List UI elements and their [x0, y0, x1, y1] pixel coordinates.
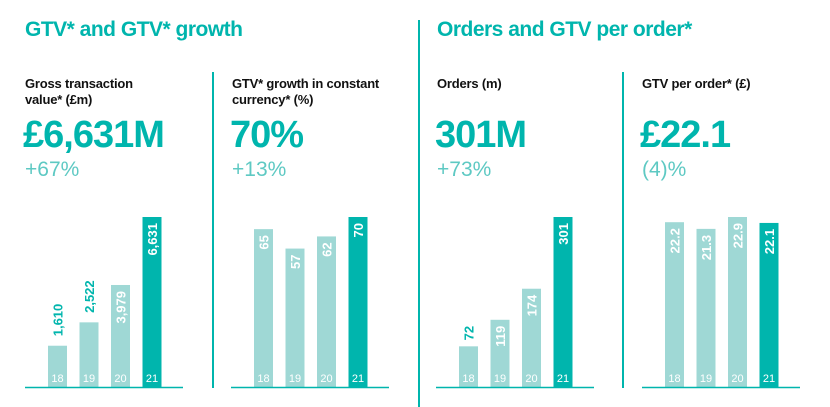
panel-subtitle: Gross transaction value* (£m): [25, 76, 133, 107]
value-label: 2,522: [82, 280, 97, 313]
year-label: 18: [462, 373, 474, 385]
value-label: 174: [525, 294, 540, 316]
panel-value: 70%: [230, 114, 304, 156]
panel-subtitle: Orders (m): [437, 76, 502, 91]
bar: [553, 217, 573, 387]
year-label: 20: [114, 373, 126, 385]
value-label: 21.3: [699, 235, 714, 260]
value-label: 65: [257, 235, 272, 249]
bar: [317, 236, 336, 387]
year-label: 20: [731, 373, 743, 385]
value-label: 72: [462, 326, 477, 340]
year-label: 20: [525, 373, 537, 385]
bar: [348, 217, 368, 387]
year-label: 18: [668, 373, 680, 385]
value-label: 22.2: [668, 228, 683, 253]
bar: [111, 284, 130, 387]
panel-change: (4)%: [642, 158, 687, 181]
value-label: 22.1: [762, 229, 777, 254]
bar: [254, 229, 273, 387]
bar: [285, 248, 305, 387]
value-label: 301: [556, 223, 571, 245]
bar: [48, 345, 67, 387]
year-label: 21: [146, 373, 158, 385]
bar: [142, 217, 162, 387]
value-label: 22.9: [731, 223, 746, 248]
value-label: 119: [493, 326, 508, 347]
bar: [522, 288, 541, 387]
bar: [759, 222, 779, 387]
value-label: 62: [320, 242, 335, 256]
divider: [622, 72, 624, 388]
divider: [212, 72, 214, 388]
year-label: 21: [763, 373, 775, 385]
value-label: 1,610: [51, 304, 66, 337]
bar: [665, 222, 684, 387]
bar-chart-svg: 18 1,610 19 2,522 20 3,979 21 6,631: [25, 217, 183, 389]
bar: [728, 217, 747, 387]
year-label: 19: [494, 373, 506, 385]
year-label: 21: [557, 373, 569, 385]
panel-change: +73%: [437, 158, 492, 181]
panel-subtitle: GTV* growth in constant currency* (%): [232, 76, 380, 107]
year-label: 19: [83, 373, 95, 385]
bar-chart-svg: 18 65 19 57 20 62 21 70: [231, 217, 389, 389]
value-label: 3,979: [114, 291, 129, 324]
gtv-per-order-chart: 18 22.2 19 21.3 20 22.9 21 22.1: [642, 200, 802, 389]
year-label: 19: [289, 373, 301, 385]
bar: [459, 346, 478, 387]
section-title-gtv: GTV* and GTV* growth: [25, 18, 243, 41]
year-label: 19: [700, 373, 712, 385]
gtv-chart: 18 1,610 19 2,522 20 3,979 21 6,631: [25, 200, 185, 389]
divider: [418, 20, 420, 407]
year-label: 21: [352, 373, 364, 385]
panel-value: £22.1: [640, 114, 731, 156]
value-label: 6,631: [145, 223, 160, 256]
year-label: 18: [257, 373, 269, 385]
section-title-orders: Orders and GTV per order*: [437, 18, 692, 41]
year-label: 18: [51, 373, 63, 385]
bar-chart-svg: 18 72 19 119 20 174 21 301: [436, 217, 594, 389]
bar-chart-svg: 18 22.2 19 21.3 20 22.9 21 22.1: [642, 217, 800, 389]
value-label: 70: [351, 223, 366, 237]
year-label: 20: [320, 373, 332, 385]
bar: [490, 319, 510, 387]
bar: [79, 322, 99, 387]
value-label: 57: [288, 255, 303, 269]
panel-value: 301M: [435, 114, 527, 156]
panel-value: £6,631M: [23, 114, 165, 156]
gtv-growth-chart: 18 65 19 57 20 62 21 70: [231, 200, 391, 389]
panel-subtitle: GTV per order* (£): [642, 76, 751, 91]
panel-change: +13%: [232, 158, 287, 181]
panel-change: +67%: [25, 158, 80, 181]
bar: [696, 228, 716, 387]
orders-chart: 18 72 19 119 20 174 21 301: [436, 200, 596, 389]
